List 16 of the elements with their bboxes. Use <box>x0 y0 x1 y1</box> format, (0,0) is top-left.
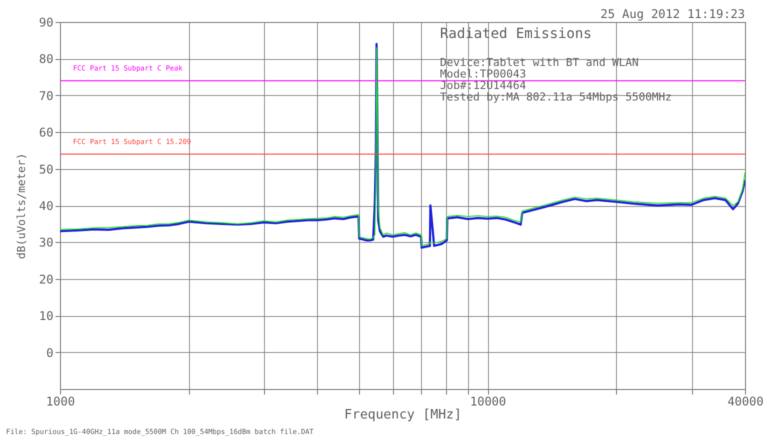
y-axis-title: dB(uVolts/meter) <box>15 153 28 259</box>
x-tick-label: 1000 <box>46 394 75 408</box>
y-tick-label: 50 <box>39 162 54 176</box>
x-tick-label: 10000 <box>470 394 506 408</box>
y-tick-label: 0 <box>46 346 54 360</box>
y-tick-label: 70 <box>39 88 54 103</box>
x-tick-label: 40000 <box>727 394 764 408</box>
chart-subtitle: 25 Aug 2012 11:19:23 <box>600 7 745 21</box>
y-tick-label: 40 <box>39 199 54 213</box>
y-tick-label: 10 <box>39 309 54 324</box>
y-tick-label: 30 <box>39 236 54 250</box>
y-tick-label: 20 <box>39 272 54 286</box>
x-axis-title: Frequency [MHz] <box>344 408 462 422</box>
y-tick-label: 90 <box>39 16 54 30</box>
y-tick-label: 80 <box>39 52 54 66</box>
y-tick-label: 60 <box>39 126 54 140</box>
